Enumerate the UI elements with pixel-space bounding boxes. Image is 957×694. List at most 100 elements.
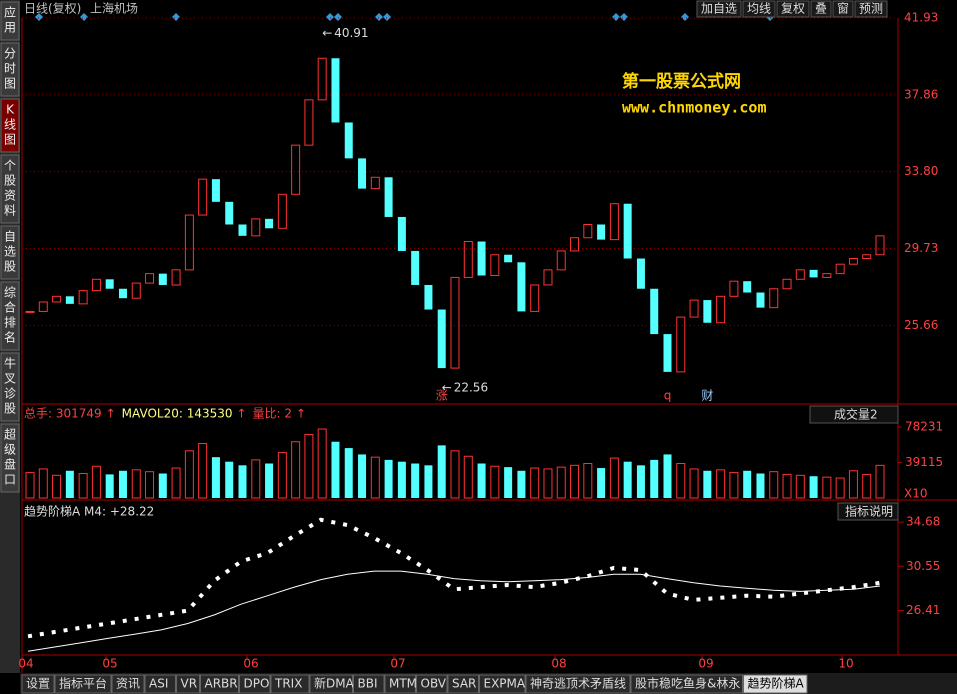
indicator-selector[interactable] [809, 405, 899, 424]
candle [530, 284, 540, 312]
candle [331, 58, 340, 123]
bottom-tab[interactable] [239, 674, 271, 694]
bottom-tab[interactable] [200, 674, 239, 694]
sidebar-tab[interactable] [0, 98, 20, 153]
bottom-tab[interactable] [111, 674, 145, 694]
y-tick-label: 41.93 [904, 11, 938, 25]
up-arrow: ↑ [106, 407, 116, 421]
bottom-tab[interactable] [630, 674, 743, 694]
bottom-tab[interactable] [416, 674, 448, 694]
toolbar-button[interactable] [696, 0, 742, 18]
sidebar-tab[interactable] [0, 281, 20, 351]
candle [795, 269, 805, 280]
bottom-tab[interactable] [743, 674, 808, 694]
candle [118, 288, 127, 299]
event-marker: q [664, 389, 672, 403]
volume-bar [277, 452, 287, 499]
volume-bar [317, 428, 327, 499]
bottom-tab[interactable] [353, 674, 385, 694]
volume-bar [463, 455, 473, 499]
volume-readout: 量比: 2 [253, 407, 293, 421]
candle [556, 250, 566, 271]
sidebar-tab[interactable] [0, 352, 20, 422]
sidebar-tab-label: 图 [4, 77, 16, 91]
candle [344, 122, 353, 159]
candle [424, 284, 433, 310]
candle [78, 290, 88, 305]
candle [623, 203, 632, 259]
volume-bar [38, 468, 48, 499]
volume-bar [782, 473, 792, 499]
volume-bar [743, 470, 752, 498]
date-label: 10 [838, 657, 853, 671]
candle [756, 292, 765, 308]
volume-bar [609, 457, 619, 499]
stock-name: 上海机场 [90, 1, 138, 16]
toolbar-button[interactable] [776, 0, 810, 18]
event-marker: 财 [701, 389, 713, 403]
y-tick-label: 33.80 [904, 164, 938, 178]
candle [291, 144, 301, 195]
sidebar-tab[interactable] [0, 154, 20, 224]
sidebar-tab-label: 用 [4, 21, 16, 35]
candle [317, 57, 327, 101]
volume-bar [556, 466, 566, 499]
volume-bar [344, 448, 353, 498]
bottom-tab[interactable] [384, 674, 416, 694]
bottom-tab-label: ARBR [205, 677, 238, 691]
candle [848, 258, 858, 265]
sidebar-tab-label: 合 [4, 300, 16, 315]
candle [25, 310, 35, 313]
candle [835, 263, 845, 275]
candle [397, 216, 406, 251]
bottom-tab[interactable] [447, 674, 479, 694]
sidebar-tab-label: 超 [4, 427, 16, 442]
sidebar-tab[interactable] [0, 423, 20, 493]
toolbar-button[interactable] [810, 0, 832, 18]
bottom-tab[interactable] [270, 674, 310, 694]
bottom-tab[interactable] [479, 674, 526, 694]
candle [105, 279, 114, 289]
candle [716, 295, 726, 324]
toolbar-button[interactable] [854, 0, 888, 18]
y-tick-label: 39115 [905, 455, 943, 469]
bottom-tab[interactable] [144, 674, 176, 694]
candle [184, 214, 194, 271]
volume-bar [424, 465, 433, 498]
volume-readout: MAVOL20: 143530 [122, 407, 233, 421]
candle [52, 295, 62, 303]
sidebar-tab-label: 口 [4, 473, 16, 487]
toolbar-button[interactable] [832, 0, 854, 18]
bottom-tab[interactable] [54, 674, 112, 694]
volume-bar [795, 474, 805, 499]
volume-bar [78, 472, 88, 499]
candle [663, 334, 672, 372]
sidebar-tab[interactable] [0, 42, 20, 97]
volume-bar [397, 461, 406, 498]
bottom-tab[interactable] [176, 674, 200, 694]
candle [411, 250, 420, 285]
candle [277, 193, 287, 229]
bottom-tab-label: MTM [389, 677, 417, 691]
bottom-tab[interactable] [525, 674, 631, 694]
candle [809, 269, 818, 278]
volume-bar [265, 463, 274, 498]
sidebar-tab-label: 股 [4, 174, 16, 188]
bottom-tab[interactable] [21, 674, 55, 694]
bottom-tab[interactable] [309, 674, 353, 694]
sidebar-tab-label: 诊 [4, 387, 16, 401]
toolbar-button[interactable] [742, 0, 776, 18]
toolbar-button-label: 加自选 [701, 2, 737, 16]
toolbar-button-label: 复权 [781, 2, 805, 16]
up-arrow: ↑ [296, 407, 306, 421]
watermark-title: 第一股票公式网 [622, 71, 741, 92]
bottom-tab-label: 神奇逃顶术矛盾线 [530, 677, 626, 691]
sidebar-tab[interactable] [0, 225, 20, 280]
indicator-help[interactable] [837, 502, 899, 521]
sidebar-tab[interactable] [0, 1, 20, 41]
volume-bar [703, 470, 712, 498]
date-label: 04 [18, 657, 33, 671]
volume-bar [623, 461, 632, 498]
